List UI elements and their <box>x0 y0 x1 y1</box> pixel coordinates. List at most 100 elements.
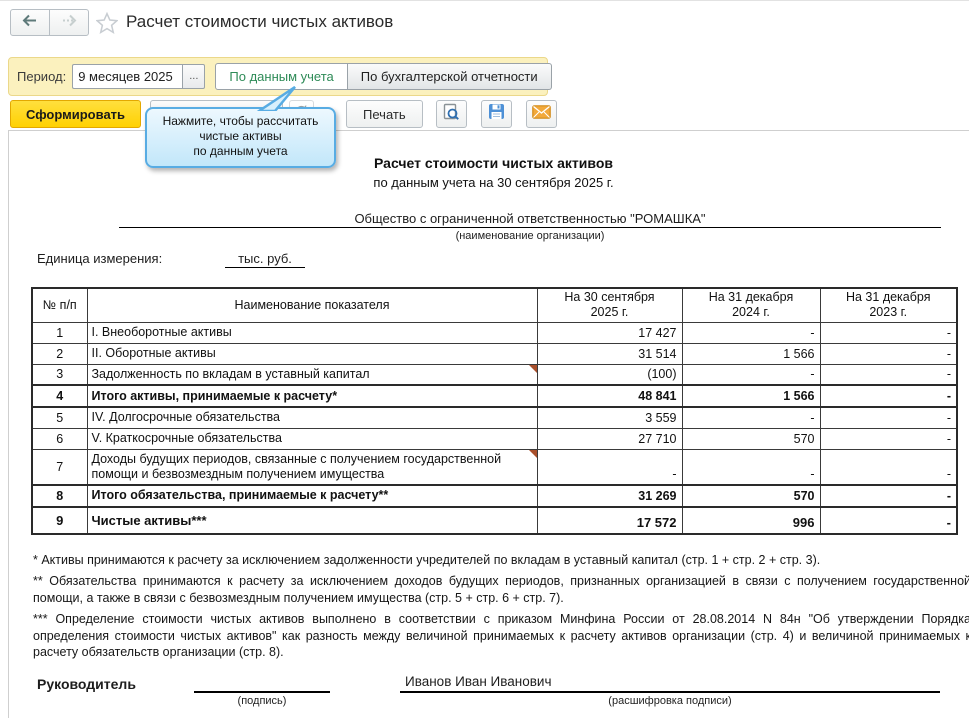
floppy-disk-icon <box>488 103 505 125</box>
value-cell: - <box>819 363 958 386</box>
value-cell: (100) <box>536 363 683 386</box>
envelope-icon <box>531 104 551 124</box>
signature-name: Иванов Иван Иванович <box>400 674 940 693</box>
value-cell: 3 559 <box>536 406 683 429</box>
row-number-cell: 5 <box>31 406 88 429</box>
report-table: № п/п Наименование показателя На 30 сент… <box>31 287 958 535</box>
table-row: 4 Итого активы, принимаемые к расчету* 48 … <box>31 384 958 408</box>
report-subtitle: по данным учета на 30 сентября 2025 г. <box>373 175 614 190</box>
report-table-head: № п/п Наименование показателя На 30 сент… <box>31 287 958 323</box>
table-row: 5 IV. Долгосрочные обязательства 3 559- - <box>31 406 958 429</box>
indicator-name-cell: Итого обязательства, принимаемые к расче… <box>86 483 538 508</box>
value-cell: - <box>681 406 821 429</box>
forward-arrow-icon <box>61 14 77 32</box>
favorite-star-icon[interactable] <box>95 11 119 34</box>
save-button[interactable] <box>480 100 512 128</box>
row-number-cell: 7 <box>31 448 88 485</box>
value-cell: 996 <box>681 505 821 535</box>
row-number-cell: 6 <box>31 427 88 450</box>
value-cell: - <box>681 363 821 386</box>
value-cell: 27 710 <box>536 427 683 450</box>
indicator-name-cell: I. Внеоборотные активы <box>86 321 538 344</box>
app-header: Расчет стоимости чистых активов <box>0 0 969 50</box>
organization-caption: (наименование организации) <box>455 230 605 242</box>
footnotes: * Активы принимаются к расчету за исключ… <box>33 552 969 661</box>
value-cell: 570 <box>681 483 821 508</box>
row-number-cell: 1 <box>31 321 88 344</box>
print-preview-icon <box>442 103 460 126</box>
tooltip-text: Нажмите, чтобы рассчитать чистые активы … <box>162 114 319 158</box>
cell-note-marker-icon <box>528 365 536 373</box>
table-row: 6 V. Краткосрочные обязательства 27 710 570… <box>31 427 958 450</box>
value-cell: - <box>819 427 958 450</box>
value-cell: - <box>681 321 821 344</box>
signature-row: Руководитель (подпись) Иванов Иван Ивано… <box>31 674 969 707</box>
indicator-name-cell: Задолженность по вкладам в уставный капи… <box>86 363 538 386</box>
table-header-row: № п/п Наименование показателя На 30 сент… <box>31 287 958 323</box>
value-cell: 48 841 <box>536 384 683 408</box>
print-button[interactable]: Печать <box>346 100 423 128</box>
row-number-cell: 8 <box>31 483 88 508</box>
footnote-2: ** Обязательства принимаются к расчету з… <box>33 574 969 605</box>
header-indicator-name: Наименование показателя <box>86 287 538 323</box>
tab-financial-statements[interactable]: По бухгалтерской отчетности <box>347 63 552 90</box>
page-title: Расчет стоимости чистых активов <box>126 12 394 31</box>
row-number-cell: 9 <box>31 505 88 535</box>
organization-name: Общество с ограниченной ответственностью… <box>119 211 941 228</box>
forward-button[interactable] <box>49 9 89 36</box>
report-title: Расчет стоимости чистых активов <box>374 155 613 171</box>
period-input[interactable] <box>72 64 183 89</box>
signature-role: Руководитель <box>37 675 136 692</box>
value-cell: - <box>681 448 821 485</box>
row-number-cell: 4 <box>31 384 88 408</box>
value-cell: 1 566 <box>681 342 821 365</box>
value-cell: 31 269 <box>536 483 683 508</box>
unit-row: Единица измерения: тыс. руб. <box>31 251 969 268</box>
value-cell: 17 427 <box>536 321 683 344</box>
value-cell: - <box>819 321 958 344</box>
nav-button-group <box>10 9 89 36</box>
value-cell: 570 <box>681 427 821 450</box>
footnote-3: *** Определение стоимости чистых активов… <box>33 612 969 659</box>
period-picker-button[interactable]: ... <box>182 64 206 89</box>
indicator-name-cell: II. Оборотные активы <box>86 342 538 365</box>
data-source-tabs: По данным учета По бухгалтерской отчетно… <box>215 63 552 90</box>
value-cell: - <box>819 384 958 408</box>
indicator-name-cell: Итого активы, принимаемые к расчету* <box>86 384 538 408</box>
signature-line-block: (подпись) <box>194 674 330 707</box>
header-row-number: № п/п <box>31 287 88 323</box>
header-date-1: На 30 сентября 2025 г. <box>536 287 683 323</box>
indicator-name-cell: Чистые активы*** <box>86 505 538 535</box>
value-cell: - <box>819 448 958 485</box>
generate-button[interactable]: Сформировать <box>10 100 142 128</box>
report-table-body: 1 I. Внеоборотные активы 17 427- -2 II. Обор… <box>31 321 958 535</box>
tooltip-beak <box>256 86 296 111</box>
row-number-cell: 3 <box>31 363 88 386</box>
back-arrow-icon <box>22 14 38 32</box>
indicator-name-cell: IV. Долгосрочные обязательства <box>86 406 538 429</box>
signature-name-block: Иванов Иван Иванович (расшифровка подпис… <box>400 674 940 707</box>
cell-note-marker-icon <box>528 449 536 458</box>
period-panel: Период: ... По данным учета По бухгалтер… <box>8 57 552 96</box>
email-button[interactable] <box>525 100 557 128</box>
value-cell: - <box>819 406 958 429</box>
table-row: 3 Задолженность по вкладам в уставный кап… <box>31 363 958 386</box>
value-cell: 31 514 <box>536 342 683 365</box>
unit-value: тыс. руб. <box>225 251 305 268</box>
print-preview-button[interactable] <box>435 100 467 128</box>
header-date-2: На 31 декабря 2024 г. <box>681 287 821 323</box>
tab-accounting-data[interactable]: По данным учета <box>215 63 348 90</box>
back-button[interactable] <box>10 9 50 36</box>
signature-name-caption: (расшифровка подписи) <box>608 694 732 707</box>
table-row: 1 I. Внеоборотные активы 17 427- - <box>31 321 958 344</box>
value-cell: - <box>819 483 958 508</box>
signature-caption: (подпись) <box>237 694 287 707</box>
indicator-name-cell: V. Краткосрочные обязательства <box>86 427 538 450</box>
table-row: 2 II. Оборотные активы 31 514 1 566- <box>31 342 958 365</box>
table-row: 8 Итого обязательства, принимаемые к расч… <box>31 483 958 508</box>
indicator-name-cell: Доходы будущих периодов, связанные с пол… <box>86 448 538 485</box>
header-date-3: На 31 декабря 2023 г. <box>819 287 958 323</box>
value-cell: 1 566 <box>681 384 821 408</box>
table-row: 7 Доходы будущих периодов, связанные с по… <box>31 448 958 485</box>
period-label: Период: <box>17 69 67 84</box>
